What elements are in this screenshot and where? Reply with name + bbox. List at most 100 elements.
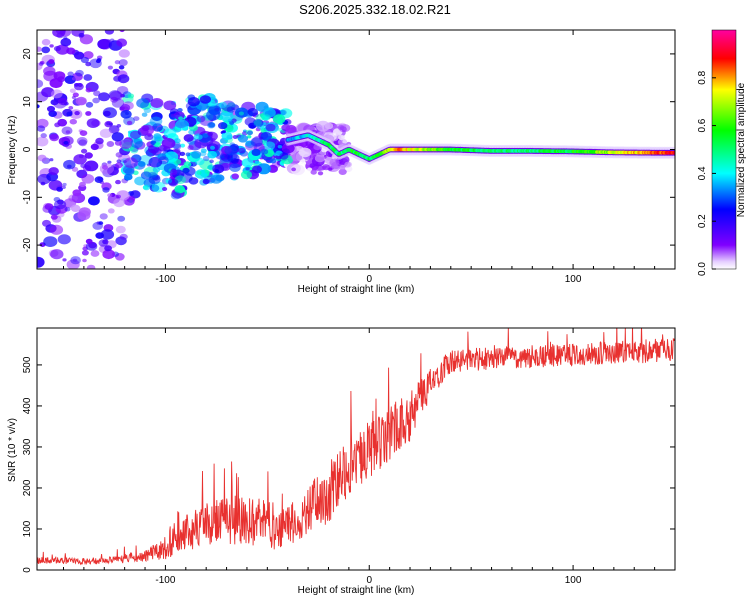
spectrogram-cell [279,152,289,160]
spectrogram-cell [116,159,122,163]
spectrogram-cell [309,163,316,168]
spectrogram-cell [227,102,236,109]
spectrogram-cell [147,163,151,167]
spectrogram-cell [41,46,51,54]
spectrogram-cell [71,96,76,99]
spectrogram-cell [37,91,49,102]
spectrogram-cell [168,178,179,187]
spectrogram-cell [224,145,238,156]
spectrogram-cell [338,165,346,171]
spectrogram-cell [40,133,47,139]
spectrogram-cell [182,167,190,174]
spectrogram-cell [170,113,176,118]
spectrogram-cell [98,38,113,50]
spectrogram-cell [66,47,76,55]
spectrogram-cell [38,62,44,66]
spectrogram-cell [49,158,54,162]
y-tick-label: 100 [22,520,33,537]
x-tick-label: -100 [155,575,175,586]
spectrogram-cell [247,108,259,117]
spectrogram-cell [107,208,115,214]
spectrogram-cell [263,107,276,118]
spectrogram-cell [66,259,80,269]
colorbar-label: Normalized spectral amplitude [736,82,747,217]
spectrogram-cell [157,153,167,161]
spectrogram-cell [115,194,121,199]
spectrogram-cell [120,104,131,112]
spectrogram-cell [149,116,163,127]
x-tick-label: 100 [565,575,582,586]
spectrogram-cell [124,173,133,181]
spectrogram-cell [238,147,246,154]
spectrogram-cell [115,236,127,246]
spectrogram-cell [86,264,96,269]
spectrogram-cell [136,98,150,109]
spectrogram-cell [255,127,261,132]
spectrogram-cell [215,174,225,182]
spectrogram-cell [237,134,248,143]
x-tick-label: 100 [565,274,582,285]
spectrogram-cell [162,187,168,191]
spectrogram-cell [338,168,347,175]
spectrogram-cell [107,65,113,70]
spectrogram-cell [113,198,125,208]
spectrogram-cell [130,138,143,149]
spectrogram-cell [81,174,95,184]
spectrogram-cell [207,131,213,137]
spectrogram-cell [72,189,82,197]
spectrogram-cell [37,79,44,89]
spectrogram-cell [279,109,287,116]
spectrogram-cell [114,60,121,65]
spectrogram-cell [204,169,211,174]
y-tick-label: 400 [22,397,33,414]
spectrogram-cell [137,161,146,167]
colorbar: 0.0 0.2 0.4 0.6 0.8 Normalized spectral ampl… [697,29,747,276]
spectrogram-cell [63,159,76,170]
spectrogram-cell [102,249,115,260]
spectrogram-cell [102,187,110,193]
snr-y-ticks: 0 100 200 300 400 500 [22,356,675,573]
spectrogram-cell [119,233,128,240]
spectrogram-cell [67,71,74,77]
colorbar-ticks: 0.0 0.2 0.4 0.6 0.8 [697,70,716,276]
spectrogram-cell [66,111,73,117]
spectrogram-cell [78,154,84,159]
spectrogram-cell [261,149,269,155]
spectrogram-cell [153,133,162,140]
spectrogram-cell [76,137,88,146]
spectrogram-cell [49,78,63,89]
spectrogram-cell [307,167,313,172]
spectrogram-cell [245,167,250,171]
spectrogram-cell [115,225,126,234]
spectrogram-cell [148,156,163,168]
spectrogram-cell [170,191,182,200]
colorbar-tick-label: 0.0 [697,262,708,276]
spectrogram-cell [241,158,254,168]
spectrogram-cell [291,153,303,162]
spectrogram-cell [99,213,108,220]
spectrogram-cell [100,229,115,240]
spectrogram-cell [344,161,353,168]
spectrogram-cell [49,224,64,235]
spectrogram-cell [151,181,166,193]
spectrogram-cell [250,137,263,147]
spectrogram-cell [163,128,177,138]
spectrogram-cell [207,164,215,170]
spectrogram-cell [89,58,102,69]
spectrogram-cell [60,38,72,47]
spectrogram-cell [143,107,152,114]
spectrogram-cell [329,158,340,167]
spectrogram-cell [221,106,230,113]
y-tick-label: -20 [22,237,33,252]
spectrogram-cell [203,155,210,162]
spectrogram-cell [231,158,239,164]
spectrogram-cell [281,143,295,154]
spectrogram-cell [62,182,67,187]
spectrogram-cell [210,145,215,150]
spectrogram-cell [85,87,92,93]
spectrogram-y-ticks: -20 -10 0 10 20 [22,48,675,252]
spectrogram-cell [174,185,186,194]
spectrogram-cell [85,238,93,244]
y-tick-label: 10 [22,96,33,108]
